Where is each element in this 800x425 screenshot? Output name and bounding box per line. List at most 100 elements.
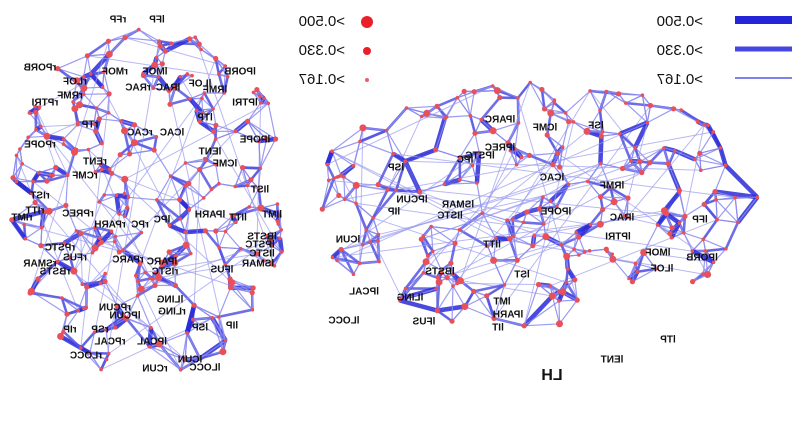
node xyxy=(724,164,728,168)
axial-label: rPOPE xyxy=(24,140,56,151)
edge xyxy=(647,109,673,123)
node xyxy=(213,123,218,128)
node xyxy=(152,86,156,90)
edge xyxy=(22,164,39,173)
node xyxy=(109,171,114,176)
sagittal-label: lPORB xyxy=(686,253,718,264)
axial-label: lTP xyxy=(197,113,213,124)
node xyxy=(756,195,760,199)
edge xyxy=(226,231,241,248)
node xyxy=(682,231,686,235)
node xyxy=(160,61,165,66)
node xyxy=(219,348,226,355)
node xyxy=(491,84,495,88)
edge xyxy=(407,108,422,117)
sagittal-label: lFP xyxy=(692,215,708,226)
node xyxy=(451,284,455,288)
edge xyxy=(560,300,578,324)
node xyxy=(664,211,669,216)
sagittal-label: lPC xyxy=(457,155,474,166)
node xyxy=(520,156,524,160)
node xyxy=(472,89,477,94)
node xyxy=(240,165,245,170)
sagittal-label: lPARC xyxy=(485,115,515,126)
node xyxy=(547,110,554,117)
node xyxy=(505,218,509,222)
edge xyxy=(701,165,726,170)
node xyxy=(361,243,365,247)
edge xyxy=(219,231,226,247)
node xyxy=(542,106,547,111)
node xyxy=(555,151,560,156)
sagittal-label: lLING xyxy=(396,293,423,304)
node xyxy=(336,193,341,198)
node xyxy=(267,102,271,106)
node xyxy=(136,279,140,283)
node xyxy=(148,277,152,281)
axial-label: rFP xyxy=(109,15,126,26)
edge xyxy=(524,324,559,326)
node xyxy=(600,207,605,212)
node xyxy=(702,272,706,276)
edge xyxy=(200,170,212,190)
node xyxy=(443,182,447,186)
node xyxy=(123,192,127,196)
node xyxy=(532,234,536,238)
node xyxy=(107,91,112,96)
node xyxy=(122,35,127,40)
node xyxy=(565,281,569,285)
legend-node-label: >0.167 xyxy=(299,71,345,88)
sagittal-label: lFUS xyxy=(412,317,435,328)
node xyxy=(484,293,489,298)
node xyxy=(101,85,105,89)
node xyxy=(635,270,639,274)
edge xyxy=(447,116,471,118)
sagittal-label: lPOPE xyxy=(540,207,571,218)
axial-label: rCMF xyxy=(72,171,98,182)
sagittal-label: lPARH xyxy=(493,310,523,321)
node xyxy=(369,240,373,244)
edge xyxy=(189,198,203,209)
node xyxy=(515,163,519,167)
node xyxy=(203,228,208,233)
edge xyxy=(189,170,200,184)
node xyxy=(423,110,430,117)
node xyxy=(461,303,468,310)
node xyxy=(64,312,69,317)
node xyxy=(15,180,19,184)
node xyxy=(126,206,130,210)
node xyxy=(138,286,145,293)
node xyxy=(624,101,628,105)
node xyxy=(100,142,104,146)
node xyxy=(254,87,259,92)
axial-label: lENT xyxy=(199,147,222,158)
edge xyxy=(626,95,643,103)
edge xyxy=(460,180,477,183)
node xyxy=(553,101,557,105)
node xyxy=(330,149,334,153)
node xyxy=(325,163,329,167)
node xyxy=(57,333,64,340)
node xyxy=(115,194,119,198)
node xyxy=(251,285,256,290)
edge xyxy=(674,109,698,122)
node xyxy=(503,283,507,287)
edge xyxy=(470,116,475,134)
node xyxy=(699,168,703,172)
edge xyxy=(58,56,88,69)
node xyxy=(134,274,138,278)
sagittal-label: lIT xyxy=(492,323,504,334)
node xyxy=(536,282,541,287)
sagittal-label: lRAC xyxy=(610,213,634,224)
axial-label: lITT xyxy=(229,213,247,224)
node xyxy=(634,262,638,266)
axial-label: lSMAR xyxy=(241,259,274,270)
axial-label: rPC xyxy=(131,220,149,231)
node xyxy=(448,261,453,266)
node xyxy=(376,182,381,187)
edge xyxy=(692,239,703,251)
node xyxy=(559,288,566,295)
node xyxy=(28,290,33,295)
node xyxy=(186,72,190,76)
node xyxy=(715,218,719,222)
